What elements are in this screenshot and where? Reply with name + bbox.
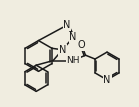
Text: N: N [70, 33, 77, 42]
Text: N: N [63, 20, 71, 30]
Text: N: N [59, 45, 66, 55]
Text: O: O [78, 40, 85, 50]
Text: N: N [103, 75, 111, 85]
Text: NH: NH [66, 56, 80, 65]
